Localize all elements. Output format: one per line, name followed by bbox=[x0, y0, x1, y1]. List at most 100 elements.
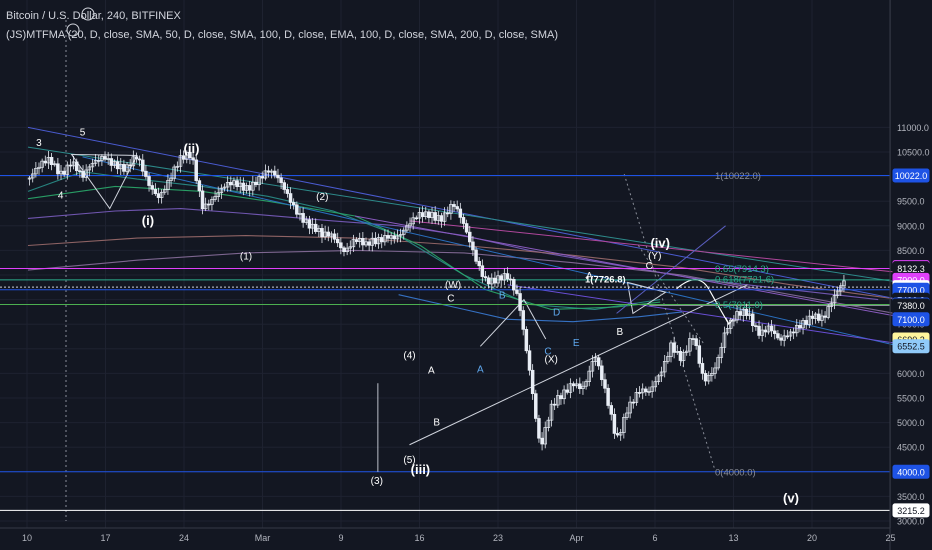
triangle-pattern-1 bbox=[70, 153, 138, 210]
price-tick-label[interactable]: 3000.0 bbox=[897, 517, 925, 527]
candle-body bbox=[446, 212, 450, 215]
candle-body bbox=[700, 363, 705, 374]
candle-body bbox=[128, 164, 132, 167]
price-tick-label[interactable]: 6000.0 bbox=[897, 369, 925, 379]
candle-body bbox=[345, 247, 349, 253]
candle-body bbox=[219, 187, 224, 194]
candle-body bbox=[499, 275, 503, 281]
wave-label: (ii) bbox=[184, 141, 200, 156]
time-tick-label[interactable]: 17 bbox=[100, 533, 110, 543]
candle-body bbox=[622, 417, 626, 433]
price-tick-label[interactable]: 3500.0 bbox=[897, 492, 925, 502]
time-tick-label[interactable]: 24 bbox=[179, 533, 189, 543]
dollar-icon[interactable] bbox=[66, 23, 80, 37]
time-tick-label[interactable]: 20 bbox=[807, 533, 817, 543]
candle-body bbox=[493, 277, 497, 284]
time-tick-label[interactable]: 13 bbox=[728, 533, 738, 543]
trend-line-pink bbox=[409, 220, 901, 274]
candle-body bbox=[826, 306, 830, 318]
candle-body bbox=[562, 389, 566, 400]
candle-body bbox=[452, 204, 456, 207]
candle-body bbox=[798, 325, 802, 329]
wave-label: A bbox=[586, 271, 593, 282]
candle-body bbox=[175, 165, 180, 168]
price-axis[interactable]: 11000.010500.010000.09500.09000.08500.08… bbox=[889, 0, 930, 550]
price-scale-label[interactable]: 3215.2 bbox=[892, 503, 930, 518]
candle-body bbox=[125, 164, 129, 172]
candle-body bbox=[455, 206, 459, 210]
candle-body bbox=[722, 332, 727, 348]
candle-body bbox=[49, 156, 54, 165]
wave-label: 4 bbox=[58, 191, 64, 202]
wave-label: C bbox=[646, 261, 653, 272]
triangle-pattern-2 bbox=[479, 298, 547, 347]
forecast-arrow-head bbox=[725, 317, 734, 326]
candle-body bbox=[273, 170, 277, 176]
candle-body bbox=[653, 381, 658, 388]
price-tick-label[interactable]: 9500.0 bbox=[897, 197, 925, 207]
ma-line-blue bbox=[398, 294, 683, 323]
candle-body bbox=[427, 211, 431, 218]
price-scale-label[interactable]: 4000.0 bbox=[892, 464, 930, 479]
candle-body bbox=[565, 389, 569, 393]
candle-body bbox=[332, 233, 337, 240]
candle-body bbox=[703, 373, 708, 382]
price-tick-label[interactable]: 9000.0 bbox=[897, 221, 925, 231]
time-tick-label[interactable]: 6 bbox=[652, 533, 657, 543]
time-tick-label[interactable]: Apr bbox=[569, 533, 583, 543]
candle-body bbox=[197, 180, 202, 192]
candle-body bbox=[65, 164, 70, 175]
price-scale-label[interactable]: 10022.0 bbox=[892, 168, 930, 183]
candle-body bbox=[156, 193, 161, 198]
candle-body bbox=[543, 427, 547, 445]
time-tick-label[interactable]: 10 bbox=[22, 533, 32, 543]
trend-line-teal bbox=[27, 146, 901, 283]
candle-body bbox=[222, 186, 227, 189]
candle-body bbox=[782, 335, 786, 341]
wave-label: (2) bbox=[316, 192, 328, 203]
wave-label: (iv) bbox=[650, 235, 670, 250]
time-axis[interactable]: 10 17 24 Mar 9 16 23 Apr 6 13 20 25 bbox=[0, 527, 896, 543]
candle-body bbox=[178, 155, 183, 167]
price-scale-label[interactable]: 6552.5 bbox=[892, 339, 930, 354]
candle-body bbox=[738, 311, 742, 316]
candle-body bbox=[339, 242, 343, 249]
price-tick-label[interactable]: 10500.0 bbox=[897, 148, 930, 158]
candle-body bbox=[534, 393, 538, 419]
time-tick-label[interactable]: 9 bbox=[338, 533, 343, 543]
candle-body bbox=[96, 160, 101, 162]
price-scale-label-text: 7100.0 bbox=[897, 315, 925, 325]
info-icon[interactable] bbox=[81, 7, 95, 21]
candle-body bbox=[34, 168, 38, 175]
candle-body bbox=[203, 203, 208, 210]
candle-body bbox=[172, 166, 176, 179]
candle-body bbox=[804, 320, 808, 325]
time-tick-label[interactable]: Mar bbox=[255, 533, 271, 543]
candle-body bbox=[656, 375, 661, 383]
price-tick-label[interactable]: 5000.0 bbox=[897, 418, 925, 428]
price-scale-label[interactable]: 7380.0 bbox=[892, 298, 930, 313]
candle-body bbox=[691, 338, 695, 340]
candle-body bbox=[188, 151, 192, 159]
price-tick-label[interactable]: 8500.0 bbox=[897, 246, 925, 256]
candle-body bbox=[483, 276, 488, 279]
price-tick-label[interactable]: 4500.0 bbox=[897, 443, 925, 453]
candle-body bbox=[757, 325, 761, 336]
trend-line-blue bbox=[27, 126, 901, 301]
trend-line-up bbox=[616, 225, 726, 314]
price-tick-label[interactable]: 5500.0 bbox=[897, 394, 925, 404]
time-tick-label[interactable]: 23 bbox=[493, 533, 503, 543]
wave-label: D bbox=[553, 307, 560, 318]
candle-body bbox=[348, 246, 353, 249]
time-tick-label[interactable]: 16 bbox=[414, 533, 424, 543]
price-scale-label[interactable]: 7100.0 bbox=[892, 312, 930, 327]
time-tick-label[interactable]: 25 bbox=[885, 533, 895, 543]
candle-body bbox=[181, 155, 186, 160]
wave-label: B bbox=[433, 418, 440, 429]
candle-body bbox=[433, 212, 437, 221]
candle-body bbox=[90, 162, 95, 168]
wave-label: (W) bbox=[445, 280, 461, 291]
price-scale-label-bg bbox=[892, 503, 930, 518]
price-tick-label[interactable]: 11000.0 bbox=[897, 123, 929, 133]
